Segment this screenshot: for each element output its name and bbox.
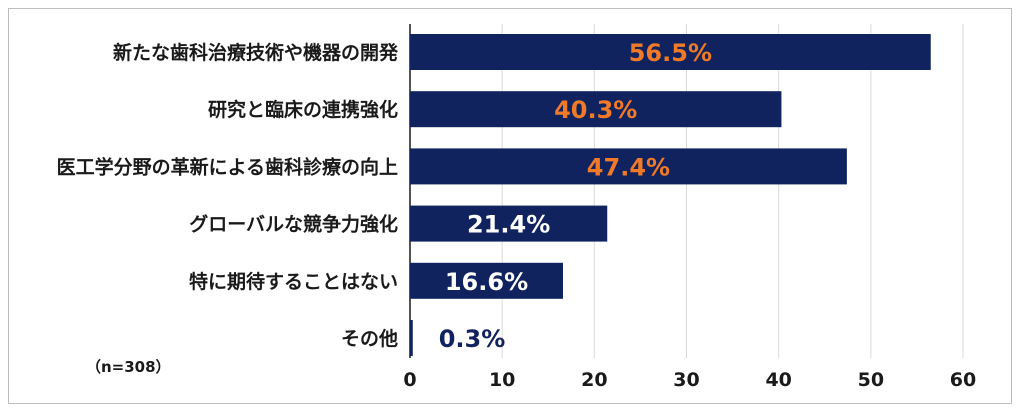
x-axis-ticks: 0 10 20 30 40 50 60: [403, 369, 976, 391]
bar: [410, 148, 847, 185]
bar: [410, 205, 608, 242]
category-label: 新たな歯科治療技術や機器の開発: [113, 41, 399, 64]
data-label: 56.5%: [629, 39, 712, 67]
sample-size-note: （n=308）: [86, 358, 171, 376]
grid-layer: [409, 24, 964, 358]
data-label: 16.6%: [445, 268, 528, 296]
x-tick-label: 20: [581, 369, 607, 391]
x-tick-label: 60: [950, 369, 976, 391]
x-tick-label: 40: [765, 369, 791, 391]
category-label: グローバルな競争力強化: [189, 213, 398, 236]
category-label: 医工学分野の革新による歯科診療の向上: [57, 155, 398, 178]
category-labels: 新たな歯科治療技術や機器の開発研究と臨床の連携強化医工学分野の革新による歯科診療…: [57, 41, 399, 350]
data-label: 21.4%: [467, 211, 550, 239]
bar: [410, 91, 782, 128]
category-label: 特に期待することはない: [189, 270, 398, 293]
bar: [410, 34, 931, 70]
data-label: 47.4%: [587, 153, 670, 181]
bar-layer: 56.5% 40.3% 47.4% 21.4% 16.6% 0.3%: [410, 34, 931, 356]
x-tick-label: 30: [673, 369, 699, 391]
category-label: 研究と臨床の連携強化: [208, 98, 398, 121]
bar: [410, 262, 563, 299]
x-tick-label: 10: [489, 369, 515, 391]
x-tick-label: 0: [403, 369, 416, 391]
x-tick-label: 50: [858, 369, 884, 391]
data-label: 0.3%: [439, 325, 506, 353]
bar: [410, 320, 413, 356]
category-label: その他: [341, 327, 398, 350]
data-label: 40.3%: [554, 96, 637, 124]
